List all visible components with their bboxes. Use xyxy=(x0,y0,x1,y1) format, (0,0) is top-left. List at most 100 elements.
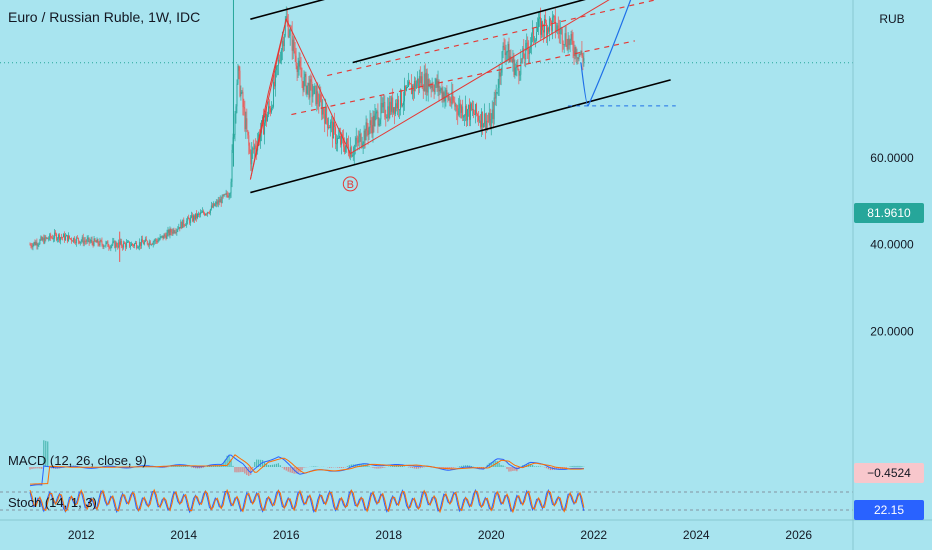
candle-body xyxy=(570,34,572,40)
candle-body xyxy=(476,104,477,115)
macd-value-badge: −0.4524 xyxy=(854,463,924,483)
macd-histogram-bar xyxy=(191,467,193,468)
candle-body xyxy=(182,219,184,229)
candle-body xyxy=(343,146,345,153)
macd-histogram-bar xyxy=(476,467,479,468)
candle-body xyxy=(314,85,316,87)
candle-body xyxy=(392,97,394,113)
candle-body xyxy=(301,77,303,82)
candle-body xyxy=(115,242,117,248)
time-tick-label: 2026 xyxy=(785,528,812,542)
candle-body xyxy=(139,242,141,246)
macd-histogram-bar xyxy=(313,466,315,467)
macd-label[interactable]: MACD (12, 26, close, 9) xyxy=(8,453,147,468)
macd-histogram-bar xyxy=(415,467,417,469)
candle-body xyxy=(339,135,340,138)
candle-body xyxy=(137,246,139,248)
candle-body xyxy=(172,229,174,234)
candle-body xyxy=(83,240,85,244)
candle-body xyxy=(54,232,56,239)
candle-body xyxy=(524,58,526,60)
candle-body xyxy=(164,234,166,236)
candle-body xyxy=(76,237,78,239)
stoch-label[interactable]: Stoch (14, 1, 3) xyxy=(8,495,97,510)
price-tick-label: 20.0000 xyxy=(870,324,914,338)
candle-body xyxy=(269,106,270,109)
macd-histogram-bar xyxy=(348,465,350,467)
candle-body xyxy=(236,83,238,107)
candle-body xyxy=(271,107,272,113)
time-tick-label: 2016 xyxy=(273,528,300,542)
candle-body xyxy=(478,120,480,122)
candle-body xyxy=(434,84,436,92)
candle-body xyxy=(243,107,245,109)
candle-body xyxy=(331,121,333,123)
candle-body xyxy=(120,240,122,244)
wave-leg xyxy=(267,19,287,93)
candle-body xyxy=(326,107,328,119)
candle-body xyxy=(472,109,473,110)
candle-body xyxy=(130,245,131,247)
candle-body xyxy=(558,29,560,35)
macd-histogram-bar xyxy=(439,467,441,468)
candle-body xyxy=(277,59,279,66)
candle-body xyxy=(36,242,38,246)
candle-body xyxy=(118,242,120,248)
candle-body xyxy=(539,17,540,19)
candle-body xyxy=(32,244,34,248)
candle-body xyxy=(210,205,212,210)
candle-body xyxy=(354,144,356,148)
price-tick-label: 60.0000 xyxy=(870,151,914,165)
candle-body xyxy=(108,246,110,248)
candle-body xyxy=(327,118,329,128)
dashed-lower-line xyxy=(291,40,635,116)
candle-body xyxy=(350,147,352,157)
candle-body xyxy=(45,236,47,239)
candle-body xyxy=(333,122,335,139)
candle-body xyxy=(297,66,299,72)
candle-body xyxy=(287,20,289,37)
candle-body xyxy=(381,102,383,108)
candle-body xyxy=(376,111,378,113)
candle-body xyxy=(35,242,37,245)
macd-histogram-bar xyxy=(198,467,201,469)
candle-body xyxy=(59,234,61,241)
candle-body xyxy=(415,83,417,89)
candle-body xyxy=(309,79,311,98)
candle-body xyxy=(165,235,167,239)
macd-histogram-bar xyxy=(537,466,540,467)
candle-body xyxy=(554,16,556,31)
candle-body xyxy=(485,120,487,130)
candle-body xyxy=(489,113,491,130)
candle-body xyxy=(565,33,567,45)
candle-body xyxy=(460,103,462,113)
candle-body xyxy=(480,111,482,128)
candle-body xyxy=(518,69,520,76)
candle-body xyxy=(187,217,189,221)
candle-body xyxy=(321,100,323,115)
candle-body xyxy=(113,241,115,242)
candle-body xyxy=(336,143,337,145)
candle-body xyxy=(238,66,240,71)
macd-histogram-bar xyxy=(453,467,455,468)
candle-body xyxy=(383,102,385,103)
candle-body xyxy=(527,42,529,50)
candle-body xyxy=(581,50,583,57)
candle-body xyxy=(323,108,325,115)
macd-histogram-bar xyxy=(581,466,583,467)
candle-body xyxy=(151,244,153,246)
macd-histogram-bar xyxy=(535,466,538,467)
candle-body xyxy=(457,110,459,115)
candle-body xyxy=(275,66,277,71)
candle-body xyxy=(348,153,350,158)
macd-histogram-bar xyxy=(392,465,394,467)
time-tick-label: 2022 xyxy=(580,528,607,542)
candle-body xyxy=(66,235,67,237)
candle-body xyxy=(223,194,225,197)
macd-histogram-bar xyxy=(342,467,345,468)
candle-body xyxy=(239,70,241,97)
candle-body xyxy=(196,213,198,218)
macd-histogram-bar xyxy=(514,467,516,471)
